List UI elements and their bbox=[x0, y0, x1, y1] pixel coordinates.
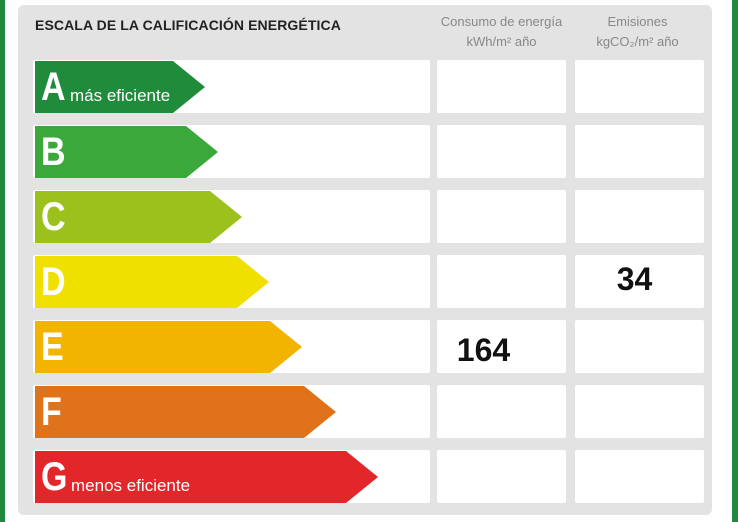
emisiones-cell-c bbox=[575, 190, 704, 243]
rating-arrow-c bbox=[35, 191, 242, 243]
rating-arrow-d bbox=[35, 256, 269, 308]
rating-arrow-a bbox=[35, 61, 205, 113]
rating-arrow-g bbox=[35, 451, 378, 503]
rating-label-a: más eficiente bbox=[70, 86, 171, 105]
rating-label-g: menos eficiente bbox=[71, 476, 191, 495]
consumo-cell-b bbox=[437, 125, 566, 178]
emisiones-cell-f bbox=[575, 385, 704, 438]
emisiones-cell-a bbox=[575, 60, 704, 113]
emisiones-cell-b bbox=[575, 125, 704, 178]
consumo-cell-c bbox=[437, 190, 566, 243]
rating-letter-f: F bbox=[41, 390, 62, 434]
consumo-cell-d bbox=[437, 255, 566, 308]
emisiones-cell-d bbox=[575, 255, 704, 308]
scale-title: ESCALA DE LA CALIFICACIÓN ENERGÉTICA bbox=[35, 17, 341, 33]
consumo-cell-g bbox=[437, 450, 566, 503]
rating-letter-c: C bbox=[41, 195, 66, 239]
rating-letter-a: A bbox=[41, 65, 66, 109]
column-header-emisiones-line1: Emisiones bbox=[607, 14, 668, 29]
rating-arrow-f bbox=[35, 386, 336, 438]
consumo-value: 164 bbox=[456, 332, 511, 368]
consumo-cell-f bbox=[437, 385, 566, 438]
rating-arrow-b bbox=[35, 126, 218, 178]
rating-letter-g: G bbox=[41, 455, 68, 499]
rating-letter-d: D bbox=[41, 260, 66, 304]
emisiones-cell-e bbox=[575, 320, 704, 373]
emisiones-value: 34 bbox=[616, 261, 653, 297]
emisiones-cell-g bbox=[575, 450, 704, 503]
rating-arrow-e bbox=[35, 321, 302, 373]
column-header-consumo-line2: kWh/m² año bbox=[466, 34, 537, 49]
column-header-consumo-line1: Consumo de energía bbox=[440, 14, 563, 29]
column-header-emisiones: Emisiones kgCO₂/m² año bbox=[572, 12, 703, 52]
consumo-cell-a bbox=[437, 60, 566, 113]
column-header-emisiones-line2: kgCO₂/m² año bbox=[596, 34, 679, 49]
rating-letter-b: B bbox=[41, 130, 66, 174]
consumo-cell-e bbox=[437, 320, 566, 373]
column-header-consumo: Consumo de energía kWh/m² año bbox=[434, 12, 569, 52]
rating-letter-e: E bbox=[41, 325, 64, 369]
